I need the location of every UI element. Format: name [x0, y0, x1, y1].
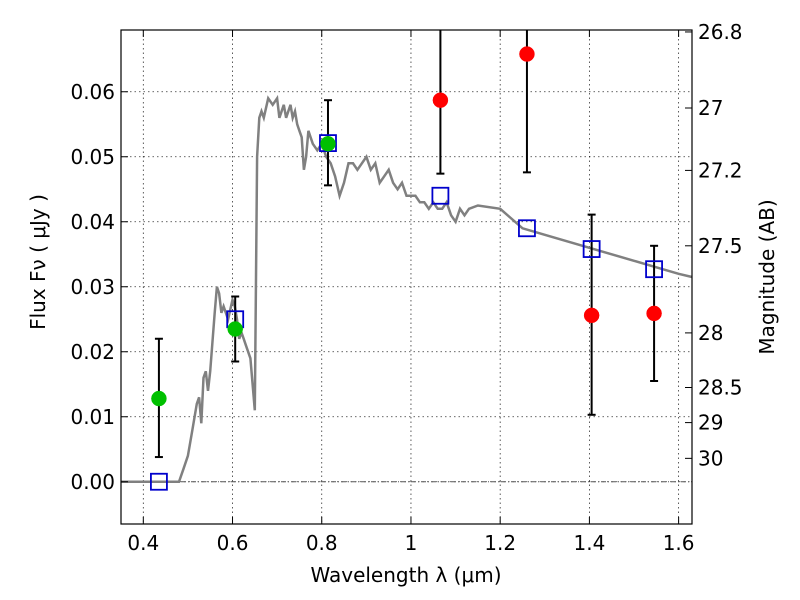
model-point: [645, 260, 663, 279]
model-layer: [121, 94, 693, 484]
x-tick-label: 1.6: [663, 531, 695, 555]
grid-layer: [121, 30, 692, 524]
y2-tick-label: 28: [698, 321, 723, 345]
label-layer: 0.4 0.6 0.8 1 1.2 1.4 1.6 0.00 0.01 0.02 0.03 0.04 0…: [70, 20, 742, 555]
y2-tick-label: 27: [698, 96, 723, 120]
model-point: [150, 472, 168, 491]
y-tick-label: 0.02: [70, 340, 115, 364]
y2-tick-label: 29: [698, 411, 723, 435]
y-tick-label: 0.03: [70, 275, 115, 299]
x-tick-label: 1: [405, 531, 418, 555]
y2-axis-label: Magnitude (AB): [755, 199, 779, 354]
x-tick-label: 0.8: [306, 531, 338, 555]
plot-frame: [120, 29, 693, 525]
y2-tick-label: 30: [698, 446, 723, 470]
errorbar-layer: [154, 30, 659, 459]
y-tick-label: 0.04: [70, 210, 115, 234]
observed-point: [151, 390, 167, 407]
x-tick-label: 1.2: [484, 531, 516, 555]
model-point: [582, 240, 601, 258]
y2-tick-label: 28.5: [698, 376, 743, 400]
model-point: [518, 219, 536, 238]
y2-tick-label: 26.8: [698, 20, 743, 44]
y2-tick-label: 27.2: [698, 158, 743, 182]
tick-layer: [121, 30, 692, 524]
x-tick-label: 0.6: [217, 531, 249, 555]
y2-tick-label: 27.5: [698, 234, 743, 258]
x-tick-label: 0.4: [127, 531, 159, 555]
observed-point: [432, 92, 449, 108]
y-tick-label: 0.00: [70, 470, 115, 494]
observed-point: [583, 307, 600, 324]
y-tick-label: 0.06: [70, 80, 115, 104]
y-tick-label: 0.01: [70, 405, 115, 429]
y-axis-label: Flux Fν ( μJy ): [26, 194, 50, 330]
y-tick-label: 0.05: [70, 145, 115, 169]
x-tick-label: 1.4: [573, 531, 605, 555]
observed-point: [227, 321, 243, 337]
observed-point: [519, 46, 535, 62]
x-axis-label: Wavelength λ (μm): [310, 563, 501, 587]
model-point: [431, 186, 450, 205]
observed-point: [646, 305, 662, 322]
marker-layer: [150, 46, 663, 491]
observed-point: [320, 136, 336, 152]
model-sed-line: [121, 94, 693, 484]
